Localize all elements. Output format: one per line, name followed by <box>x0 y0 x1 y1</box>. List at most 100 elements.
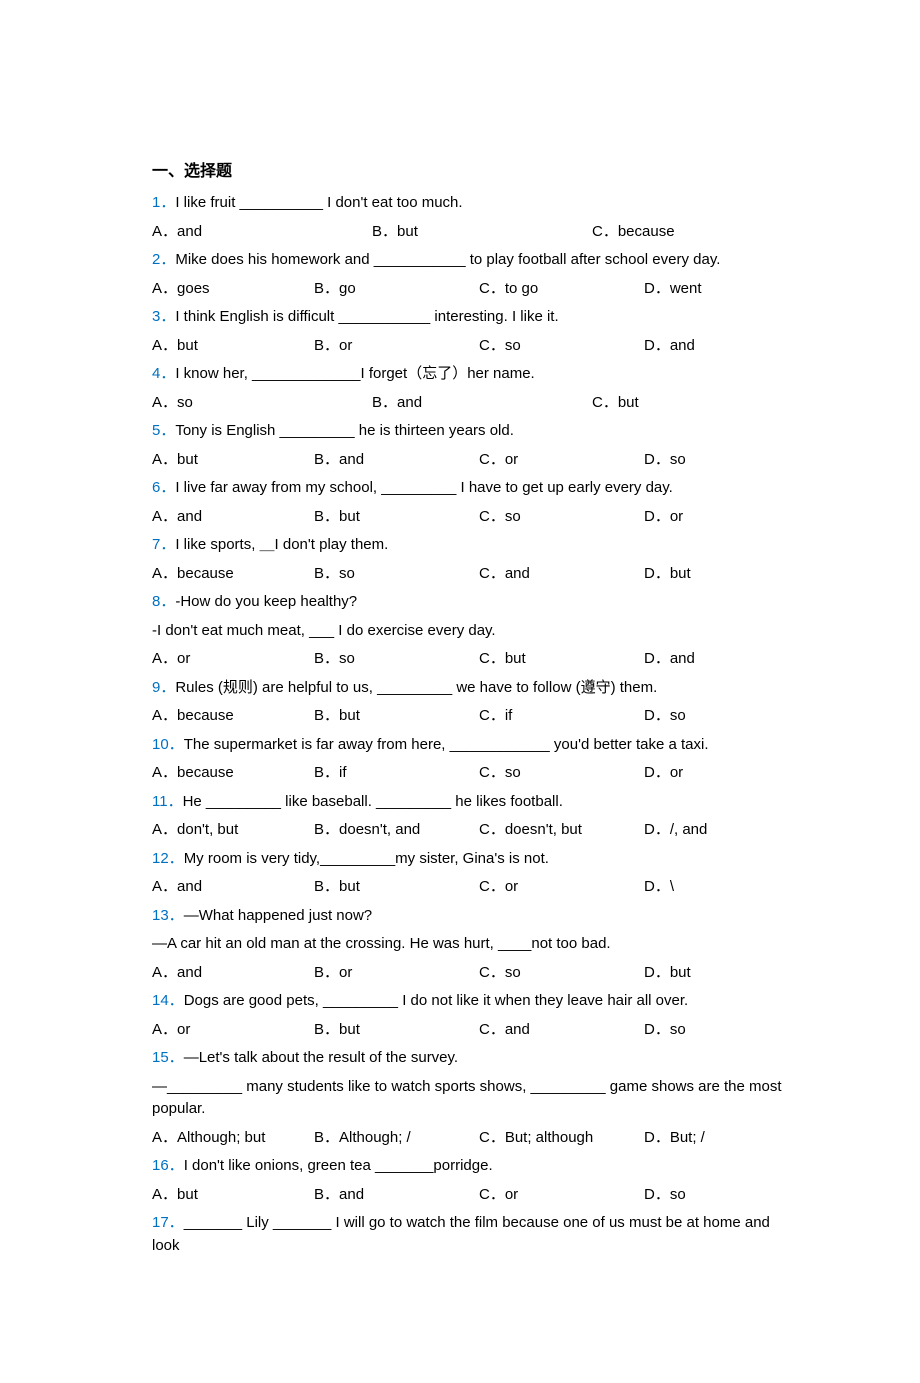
question-text: 8．-How do you keep healthy? <box>152 591 785 614</box>
question-stem: I live far away from my school, ________… <box>175 479 672 496</box>
question-stem: He _________ like baseball. _________ he… <box>183 793 563 810</box>
option: D．so <box>644 449 686 472</box>
question-text: 14．Dogs are good pets, _________ I do no… <box>152 990 785 1013</box>
question-text: 12．My room is very tidy,_________my sist… <box>152 848 785 871</box>
question-number: 8． <box>152 593 175 610</box>
option: C．or <box>479 449 644 472</box>
option: C．but <box>592 392 639 415</box>
question-number: 2． <box>152 251 175 268</box>
option: C．or <box>479 876 644 899</box>
option: B．if <box>314 762 479 785</box>
question-stem: My room is very tidy,_________my sister,… <box>184 850 549 867</box>
option: D．and <box>644 335 695 358</box>
option: D．but <box>644 563 691 586</box>
option: A．and <box>152 962 314 985</box>
option: A．but <box>152 335 314 358</box>
question-number: 11． <box>152 793 183 810</box>
question-12: 12．My room is very tidy,_________my sist… <box>152 848 785 899</box>
question-1: 1．I like fruit __________ I don't eat to… <box>152 192 785 243</box>
option: C．because <box>592 221 675 244</box>
option: B．but <box>314 1019 479 1042</box>
question-13: 13．—What happened just now?—A car hit an… <box>152 905 785 985</box>
option: D．/, and <box>644 819 707 842</box>
question-number: 12． <box>152 850 184 867</box>
option: A．because <box>152 762 314 785</box>
options-row: A．andB．butC．soD．or <box>152 506 785 529</box>
option: B．but <box>314 876 479 899</box>
question-text: 10．The supermarket is far away from here… <box>152 734 785 757</box>
question-8: 8．-How do you keep healthy? -I don't eat … <box>152 591 785 671</box>
option: C．doesn't, but <box>479 819 644 842</box>
options-row: A．butB．orC．soD．and <box>152 335 785 358</box>
question-continuation: -I don't eat much meat, ___ I do exercis… <box>152 620 785 643</box>
question-number: 16． <box>152 1157 184 1174</box>
question-text: 5．Tony is English _________ he is thirte… <box>152 420 785 443</box>
question-5: 5．Tony is English _________ he is thirte… <box>152 420 785 471</box>
option: A．don't, but <box>152 819 314 842</box>
option: A．because <box>152 563 314 586</box>
question-stem: I know her, _____________I forget（忘了）her… <box>175 365 534 382</box>
question-number: 4． <box>152 365 175 382</box>
question-text: 6．I live far away from my school, ______… <box>152 477 785 500</box>
options-row: A．becauseB．butC．ifD．so <box>152 705 785 728</box>
question-3: 3．I think English is difficult _________… <box>152 306 785 357</box>
option: A．but <box>152 1184 314 1207</box>
question-number: 17． <box>152 1214 184 1231</box>
option: A．so <box>152 392 372 415</box>
question-text: 17．_______ Lily _______ I will go to wat… <box>152 1212 785 1257</box>
option: D．so <box>644 1184 686 1207</box>
option: D．so <box>644 705 686 728</box>
questions-container: 1．I like fruit __________ I don't eat to… <box>152 192 785 1257</box>
option: B．or <box>314 335 479 358</box>
options-row: A．Although; butB．Although; /C．But; altho… <box>152 1127 785 1150</box>
option: B．so <box>314 648 479 671</box>
question-stem: —Let's talk about the result of the surv… <box>184 1049 458 1066</box>
question-16: 16．I don't like onions, green tea ______… <box>152 1155 785 1206</box>
options-row: A．soB．andC．but <box>152 392 785 415</box>
question-text: 11．He _________ like baseball. _________… <box>152 791 785 814</box>
option: C．so <box>479 335 644 358</box>
question-15: 15．—Let's talk about the result of the s… <box>152 1047 785 1149</box>
option: B．or <box>314 962 479 985</box>
options-row: A．becauseB．ifC．soD．or <box>152 762 785 785</box>
question-stem: Mike does his homework and ___________ t… <box>175 251 720 268</box>
option: B．and <box>314 449 479 472</box>
option: B．but <box>314 506 479 529</box>
option: B．so <box>314 563 479 586</box>
question-11: 11．He _________ like baseball. _________… <box>152 791 785 842</box>
option: B．go <box>314 278 479 301</box>
question-6: 6．I live far away from my school, ______… <box>152 477 785 528</box>
question-2: 2．Mike does his homework and ___________… <box>152 249 785 300</box>
option: D．and <box>644 648 695 671</box>
option: A．or <box>152 1019 314 1042</box>
option: D．so <box>644 1019 686 1042</box>
options-row: A．orB．soC．butD．and <box>152 648 785 671</box>
option: A．and <box>152 221 372 244</box>
option: C．but <box>479 648 644 671</box>
question-text: 4．I know her, _____________I forget（忘了）h… <box>152 363 785 386</box>
options-row: A．andB．orC．soD．but <box>152 962 785 985</box>
option: A．or <box>152 648 314 671</box>
question-text: 16．I don't like onions, green tea ______… <box>152 1155 785 1178</box>
option: C．or <box>479 1184 644 1207</box>
options-row: A．butB．andC．orD．so <box>152 1184 785 1207</box>
option: A．because <box>152 705 314 728</box>
question-stem: I don't like onions, green tea _______po… <box>184 1157 493 1174</box>
question-number: 3． <box>152 308 175 325</box>
question-stem: I like fruit __________ I don't eat too … <box>175 194 462 211</box>
options-row: A．andB．butC．because <box>152 221 785 244</box>
question-stem: -How do you keep healthy? <box>175 593 357 610</box>
option: C．to go <box>479 278 644 301</box>
question-stem: Tony is English _________ he is thirteen… <box>175 422 514 439</box>
question-text: 13．—What happened just now? <box>152 905 785 928</box>
option: B．but <box>372 221 592 244</box>
option: C．so <box>479 762 644 785</box>
options-row: A．andB．butC．orD．\ <box>152 876 785 899</box>
question-number: 10． <box>152 736 184 753</box>
question-14: 14．Dogs are good pets, _________ I do no… <box>152 990 785 1041</box>
option: D．or <box>644 506 683 529</box>
question-text: 7．I like sports, ＿I don't play them. <box>152 534 785 557</box>
option: C．so <box>479 962 644 985</box>
question-number: 5． <box>152 422 175 439</box>
option: D．but <box>644 962 691 985</box>
